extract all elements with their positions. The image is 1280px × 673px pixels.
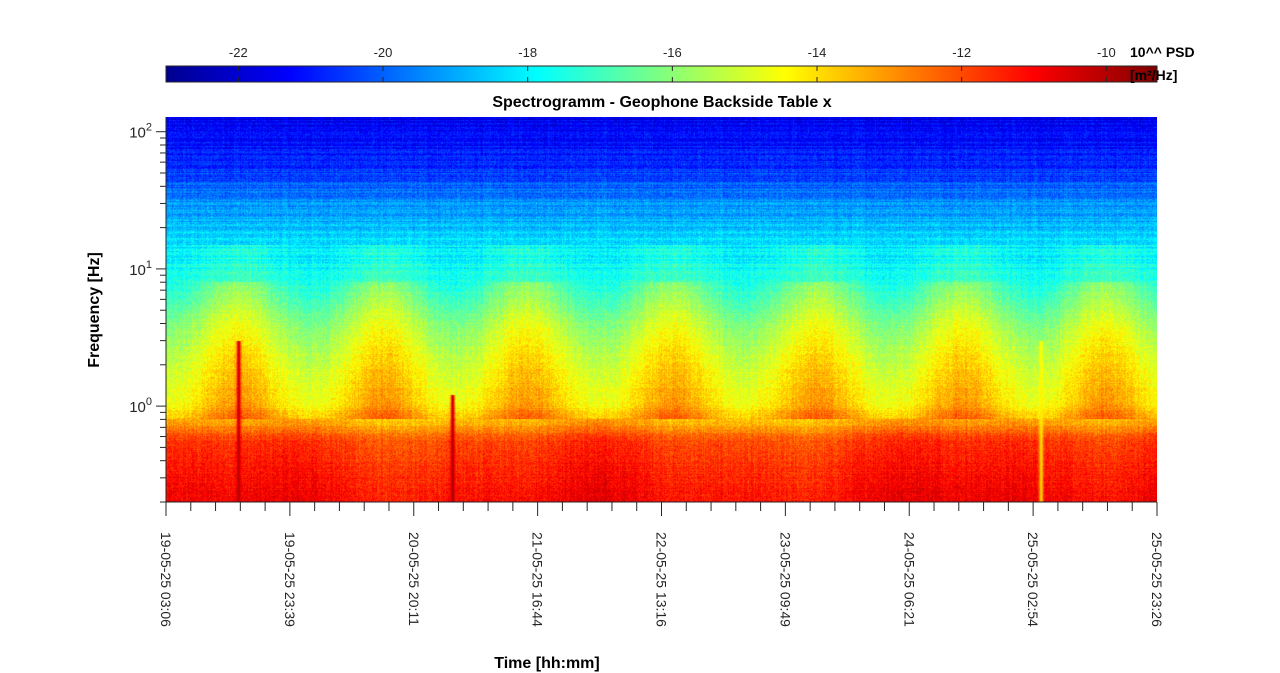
spectrogram-heatmap xyxy=(166,117,1157,502)
x-tick-label: 25-05-25 23:26 xyxy=(1149,532,1165,627)
colorbar-label-line1: 10^^ PSD xyxy=(1130,44,1195,60)
x-tick-label: 19-05-25 03:06 xyxy=(158,532,174,627)
x-tick-label: 20-05-25 20:11 xyxy=(406,532,422,626)
y-tick-label: 102 xyxy=(129,122,152,142)
y-tick-label-exponent: 0 xyxy=(146,396,152,408)
colorbar-tick-label: -18 xyxy=(518,45,537,60)
colorbar-label-line2: [m²/Hz] xyxy=(1130,67,1177,83)
y-tick-label-base: 10 xyxy=(129,262,146,279)
x-tick-label: 22-05-25 13:16 xyxy=(654,532,670,627)
x-tick-label: 19-05-25 23:39 xyxy=(282,532,298,627)
y-axis-label: Frequency [Hz] xyxy=(86,252,103,368)
y-tick-label: 101 xyxy=(129,259,152,279)
colorbar-tick-label: -16 xyxy=(663,45,682,60)
x-axis-label: Time [hh:mm] xyxy=(494,655,599,672)
colorbar: -22 -20 -18 -16 -14 -12 -10 10^^ PSD [m²/Hz] xyxy=(165,44,1195,83)
chart-title: Spectrogramm - Geophone Backside Table x xyxy=(492,94,831,111)
y-tick-label-base: 10 xyxy=(129,399,146,416)
y-tick-label-base: 10 xyxy=(129,125,146,142)
x-tick-label: 21-05-25 16:44 xyxy=(530,532,546,627)
colorbar-tick-label: -20 xyxy=(374,45,393,60)
colorbar-tick-label: -22 xyxy=(229,45,248,60)
colorbar-gradient xyxy=(165,65,1158,83)
x-axis-ticks: 19-05-25 03:06 19-05-25 23:39 20-05-25 20:… xyxy=(158,502,1165,627)
y-tick-label-exponent: 2 xyxy=(146,122,152,134)
y-tick-label: 100 xyxy=(129,396,152,416)
colorbar-tick-label: -14 xyxy=(808,45,827,60)
y-tick-label-exponent: 1 xyxy=(146,259,152,271)
colorbar-tick-label: -10 xyxy=(1097,45,1116,60)
x-tick-label: 25-05-25 02:54 xyxy=(1025,532,1041,627)
x-tick-label: 24-05-25 06:21 xyxy=(901,532,917,627)
colorbar-ticks: -22 -20 -18 -16 -14 -12 -10 xyxy=(229,45,1116,82)
colorbar-tick-label: -12 xyxy=(952,45,971,60)
x-tick-label: 23-05-25 09:49 xyxy=(777,532,793,627)
